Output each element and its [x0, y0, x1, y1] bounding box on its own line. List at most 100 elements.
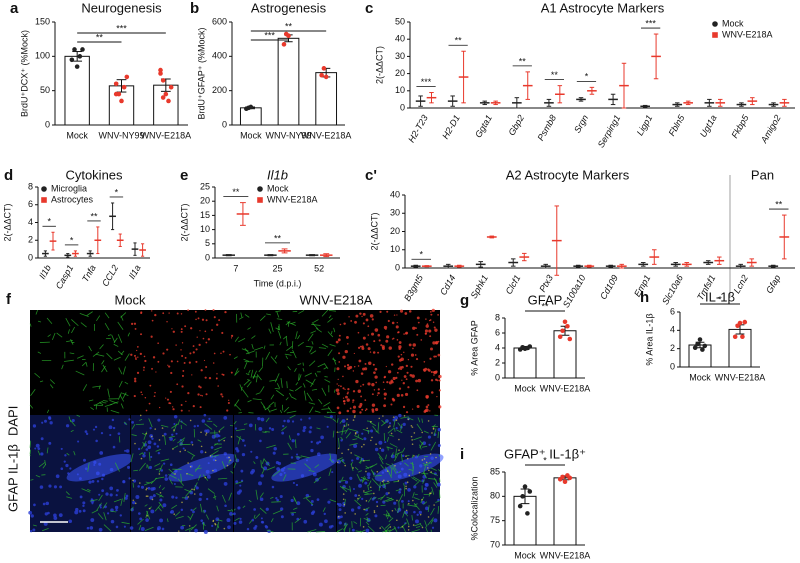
astrocyte-process — [194, 464, 201, 472]
astrocyte-process — [286, 345, 293, 352]
astrocyte-process — [313, 476, 322, 484]
y-tick-label: 8 — [28, 181, 33, 191]
nucleus — [126, 465, 131, 469]
il1b-signal — [399, 309, 404, 313]
il1b-signal — [173, 513, 176, 515]
nucleus — [223, 415, 228, 420]
astrocyte-process — [275, 327, 281, 331]
il1b-signal — [133, 354, 136, 357]
nucleus — [239, 484, 242, 487]
nucleus — [365, 528, 370, 533]
nucleus — [200, 450, 204, 454]
il1b-signal — [397, 479, 400, 482]
astrocyte-process — [308, 360, 316, 367]
il1b-signal — [347, 448, 350, 451]
data-point — [737, 320, 743, 326]
il1b-signal — [434, 355, 437, 358]
il1b-signal — [369, 486, 372, 489]
il1b-signal — [394, 464, 396, 467]
astrocyte-process — [305, 498, 314, 506]
astrocyte-process — [234, 368, 239, 376]
il1b-signal — [397, 355, 400, 358]
il1b-signal — [180, 328, 183, 331]
astrocyte-process — [387, 427, 395, 434]
x-tick-label: Ligp1 — [635, 113, 655, 137]
data-point — [74, 64, 80, 69]
astrocyte-process — [283, 406, 290, 413]
il1b-signal — [372, 363, 375, 366]
astrocyte-process — [332, 418, 337, 422]
astrocyte-process — [291, 396, 297, 400]
nucleus — [226, 518, 231, 523]
legend-marker — [41, 197, 47, 203]
il1b-signal — [155, 371, 157, 373]
astrocyte-process — [185, 489, 192, 497]
astrocyte-process — [279, 341, 282, 346]
astrocyte-process — [240, 312, 243, 318]
nucleus — [59, 485, 63, 489]
astrocyte-process — [248, 520, 253, 524]
il1b-signal — [353, 416, 356, 418]
nucleus — [196, 424, 199, 428]
astrocyte-process — [289, 389, 294, 392]
astrocyte-process — [236, 435, 243, 441]
il1b-signal — [342, 355, 346, 359]
astrocyte-process — [302, 362, 304, 366]
section-label: Pan — [751, 167, 774, 182]
astrocyte-process — [400, 423, 403, 431]
significance-label: * — [70, 235, 74, 245]
astrocyte-process — [306, 392, 313, 402]
astrocyte-process — [327, 331, 334, 338]
il1b-signal — [428, 329, 432, 333]
il1b-signal — [410, 424, 413, 427]
il1b-signal — [438, 405, 442, 409]
nucleus — [149, 427, 152, 430]
nucleus — [414, 519, 419, 524]
il1b-signal — [217, 385, 219, 387]
il1b-signal — [162, 434, 164, 437]
astrocyte-process — [272, 470, 281, 477]
astrocyte-process — [90, 407, 94, 410]
astrocyte-process — [217, 519, 223, 522]
il1b-signal — [376, 505, 379, 508]
il1b-signal — [432, 321, 435, 323]
il1b-signal — [430, 370, 433, 374]
il1b-signal — [371, 382, 375, 387]
astrocyte-process — [231, 508, 234, 512]
astrocyte-process — [212, 495, 217, 499]
il1b-signal — [176, 360, 179, 363]
astrocyte-process — [256, 374, 262, 381]
astrocyte-process — [295, 439, 297, 448]
il1b-signal — [166, 321, 168, 323]
il1b-signal — [382, 381, 385, 384]
astrocyte-process — [419, 440, 424, 445]
il1b-signal — [359, 402, 363, 406]
astrocyte-process — [156, 493, 164, 498]
data-point — [160, 78, 166, 83]
il1b-signal — [433, 504, 435, 506]
astrocyte-process — [385, 529, 392, 533]
astrocyte-process — [154, 463, 161, 467]
astrocyte-process — [428, 491, 433, 497]
astrocyte-process — [171, 504, 178, 509]
astrocyte-process — [263, 458, 271, 467]
nucleus — [47, 416, 52, 420]
nucleus — [180, 508, 184, 512]
chart-title: A2 Astrocyte Markers — [506, 167, 630, 182]
astrocyte-process — [416, 453, 420, 458]
legend-label: WNV-E218A — [722, 29, 773, 39]
astrocyte-process — [378, 456, 384, 465]
il1b-signal — [409, 373, 413, 377]
astrocyte-process — [278, 330, 282, 339]
il1b-signal — [436, 395, 438, 398]
il1b-signal — [416, 316, 420, 320]
astrocyte-process — [402, 510, 406, 518]
astrocyte-process — [289, 392, 293, 398]
astrocyte-process — [386, 446, 393, 450]
y-axis-label: BrdU⁺DCX⁺ (%Mock) — [19, 30, 29, 117]
y-tick-label: 40 — [390, 189, 400, 199]
x-tick-label: Serping1 — [596, 113, 623, 149]
il1b-signal — [418, 471, 421, 474]
nucleus — [234, 427, 237, 430]
il1b-signal — [389, 425, 391, 427]
